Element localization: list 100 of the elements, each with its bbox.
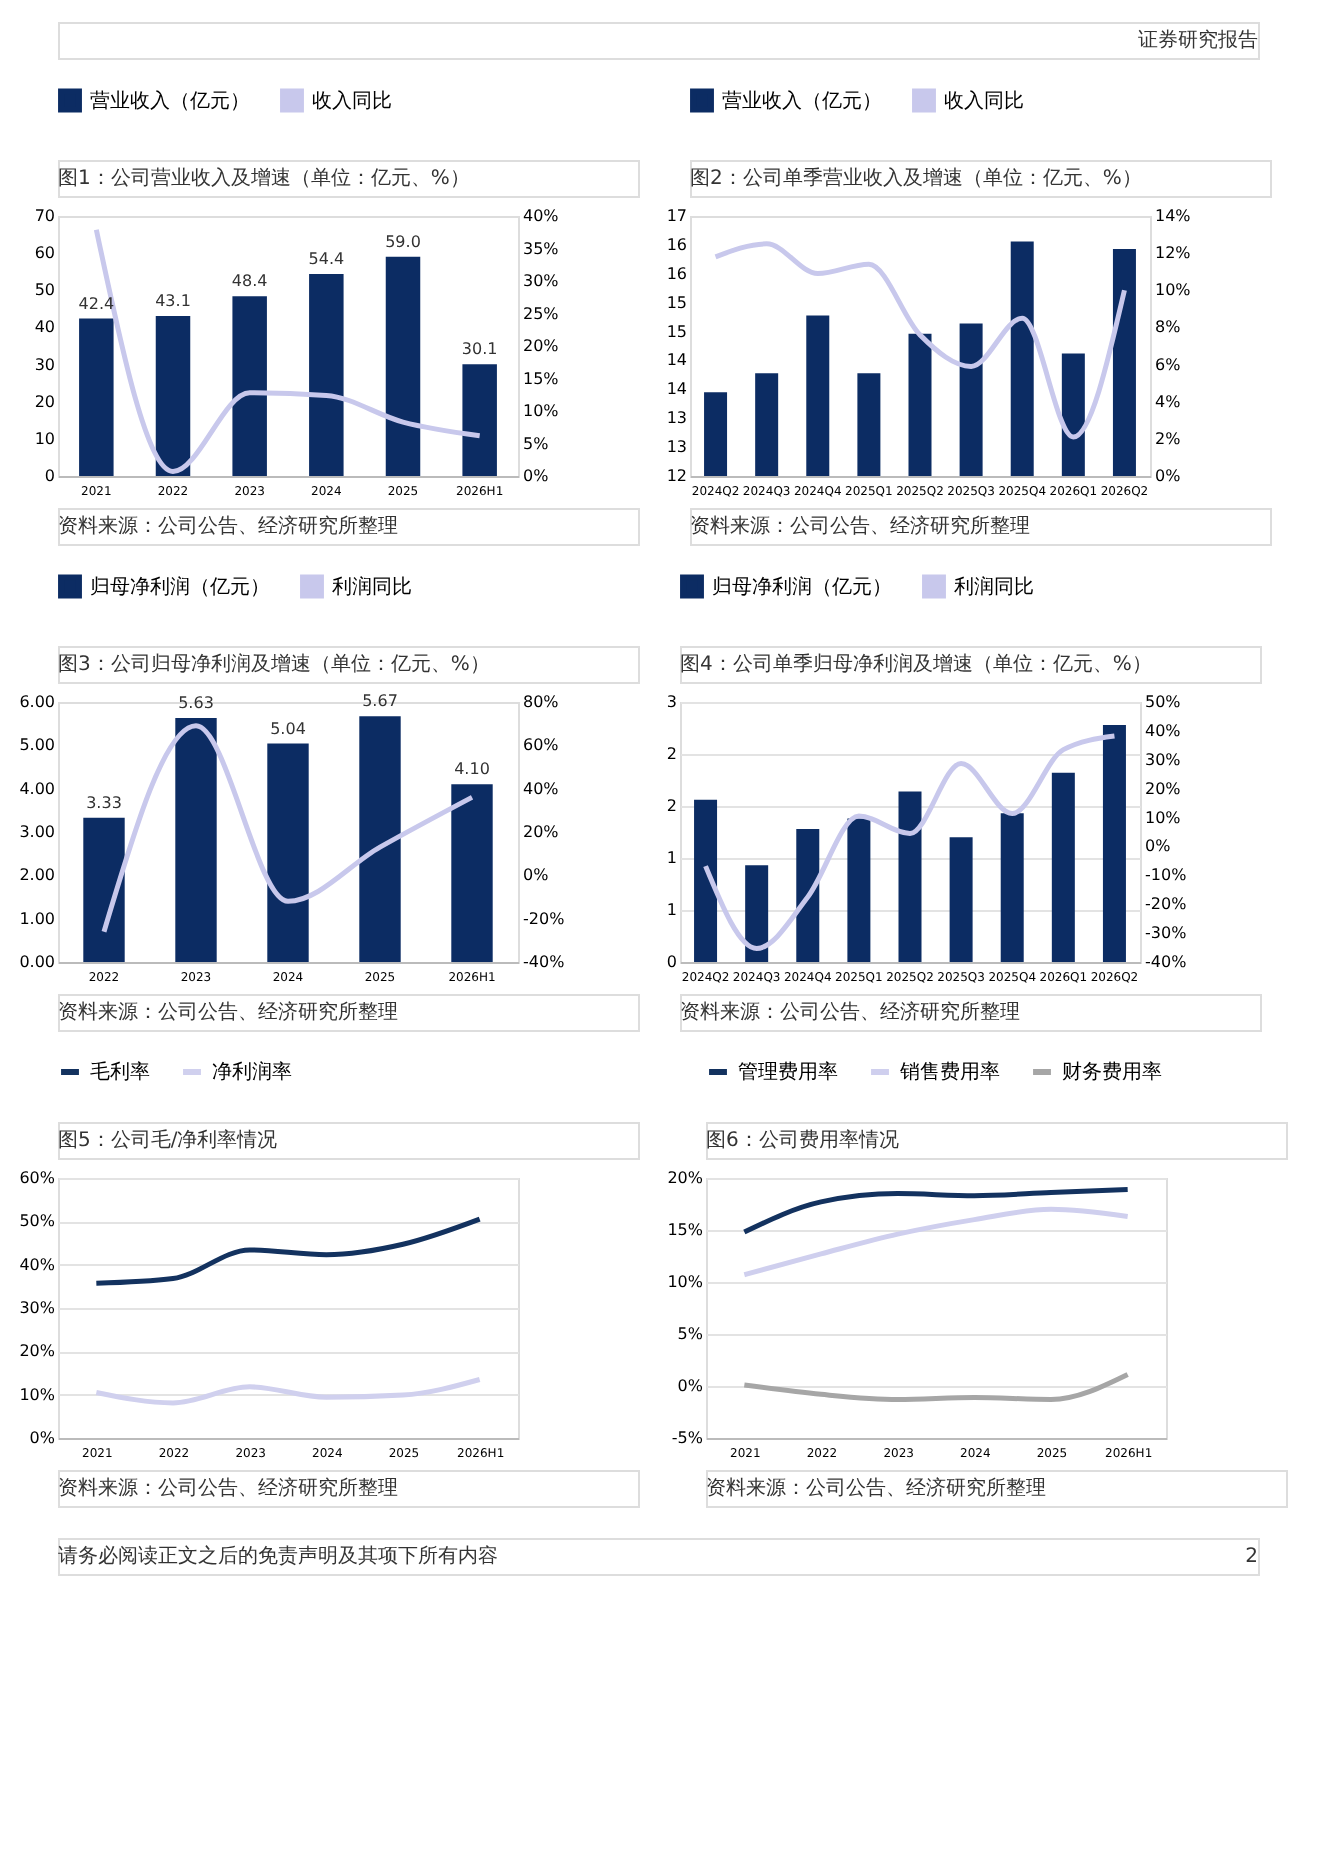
y-tick-label: 0% [677,1377,704,1395]
y2-tick-label: 40% [523,207,560,225]
legend-label: 销售费用率 [898,1060,1000,1084]
y-tick-label: 0 [44,467,55,485]
y-tick-label: 14 [666,351,687,370]
chart-title: 图2：公司单季营业收入及增速（单位：亿元、%） [690,166,1142,190]
text: 2 [1245,1546,1258,1568]
y-tick-label: 17 [666,207,687,225]
y2-tick-label: 50% [1145,693,1182,711]
y-tick-label: 50 [34,281,55,300]
y-tick-label: 3 [666,693,677,711]
y-tick-label: 60% [19,1169,56,1187]
y2-tick-label: 10% [1145,808,1182,827]
data-label: 48.4 [231,272,268,291]
legend-label: 收入同比 [944,88,1024,113]
bar [1000,813,1024,962]
y-tick-label: 30% [19,1299,56,1317]
y-tick-label: -5% [671,1429,704,1447]
y-tick-label: 10% [19,1385,56,1404]
y-tick-label: 0% [29,1429,56,1447]
y2-tick-label: 12% [1155,244,1192,263]
text: 资料来源：公司公告、经济研究所整理 [690,514,1030,538]
data-label: 42.4 [78,294,115,313]
y-tick-label: 13 [666,438,687,457]
bar [898,791,922,962]
bar [155,315,191,476]
bar [232,296,267,476]
y-tick-label: 1.00 [19,909,55,928]
y-tick-label: 3.00 [19,823,55,841]
y-tick-label: 14 [666,380,687,399]
chart-title: 图3：公司归母净利润及增速（单位：亿元、%） [58,652,490,676]
text: 请务必阅读正文之后的免责声明及其项下所有内容 [58,1544,498,1568]
y2-tick-label: 0% [1145,837,1172,856]
data-label: 3.33 [86,793,122,812]
y-tick-label: 1 [666,901,677,919]
text: 资料来源：公司公告、经济研究所整理 [680,1000,1020,1024]
legend-label: 毛利率 [90,1060,150,1084]
y2-tick-label: 30% [523,272,560,290]
data-label: 30.1 [461,340,498,359]
y-tick-label: 12 [666,467,687,485]
chart-title: 图4：公司单季归母净利润及增速（单位：亿元、%） [680,652,1152,676]
y-tick-label: 15% [667,1221,704,1239]
y2-tick-label: 8% [1155,318,1182,337]
y-tick-label: 60 [34,244,55,263]
bar [309,273,344,476]
y2-tick-label: -10% [1145,866,1188,885]
bar [694,799,718,962]
y2-tick-label: 35% [523,239,560,258]
bar [847,818,871,962]
line-series [703,733,1117,951]
legend-label: 利润同比 [332,574,412,599]
bar [451,784,493,962]
y2-tick-label: 4% [1155,392,1182,411]
y-tick-label: 40% [19,1255,56,1274]
bar [385,256,421,476]
legend-label: 净利润率 [212,1060,292,1084]
y2-tick-label: -40% [523,953,566,971]
y2-tick-label: -40% [1145,953,1188,971]
y2-tick-label: 10% [1155,281,1192,300]
legend-label: 财务费用率 [1062,1060,1162,1084]
line-series [741,1206,1131,1278]
y-tick-label: 2 [666,797,677,815]
bar [796,828,820,962]
line-series [713,241,1127,440]
y-tick-label: 15 [666,322,687,341]
chart-title: 图5：公司毛/净利率情况 [58,1128,278,1152]
text: 资料来源：公司公告、经济研究所整理 [706,1476,1046,1500]
y-tick-label: 5.00 [19,736,55,755]
y2-tick-label: 6% [1155,355,1182,374]
y-tick-label: 20% [667,1169,704,1187]
chart-title: 图6：公司费用率情况 [706,1128,899,1152]
y-tick-label: 2 [666,745,677,763]
y-tick-label: 4.00 [19,779,55,798]
y-tick-label: 0.00 [19,953,55,971]
y2-tick-label: 20% [523,337,560,355]
data-label: 5.04 [270,719,306,738]
y2-tick-label: 20% [523,823,560,841]
y-tick-label: 0 [666,953,677,971]
y2-tick-label: 60% [523,736,560,755]
y-tick-label: 16 [666,235,687,254]
y-tick-label: 30 [34,355,55,374]
y2-tick-label: -20% [523,909,566,928]
line-series [93,1216,483,1286]
legend-label: 归母净利润（亿元） [90,574,270,599]
bar [1102,724,1126,962]
y2-tick-label: 14% [1155,207,1192,225]
y2-tick-label: 0% [523,467,550,485]
bar [79,318,114,476]
y2-tick-label: 10% [523,402,560,420]
y2-tick-label: 5% [523,434,550,453]
line-series [93,1377,483,1406]
bar [462,364,497,476]
line-series [741,1186,1131,1235]
y2-tick-label: 40% [1145,721,1182,740]
data-label: 43.1 [155,291,191,310]
y2-tick-label: 20% [1145,779,1182,798]
bar [175,718,217,962]
legend-label: 归母净利润（亿元） [712,574,892,599]
y-tick-label: 5% [677,1325,704,1343]
legend-label: 收入同比 [312,88,392,113]
